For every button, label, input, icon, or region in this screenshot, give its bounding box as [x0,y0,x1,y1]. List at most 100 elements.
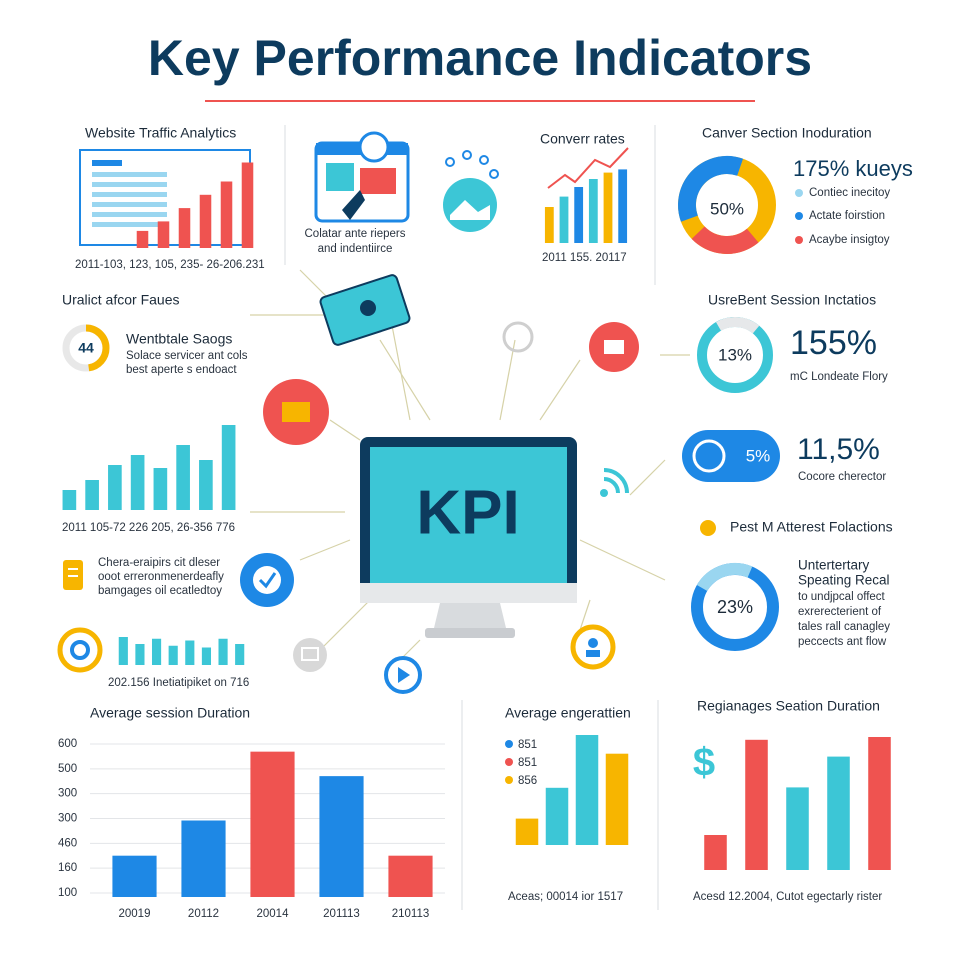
headline: 155% [790,324,877,362]
caption: mC Londeate Flory [790,371,888,383]
bar [168,645,178,665]
bar [185,640,195,665]
page-title: Key Performance Indicators [148,30,812,86]
line: best aperte s endoact [126,364,237,376]
legend-dot [505,758,513,766]
panel-caption: Acesd 12.2004, Cutot egectarly rister [693,891,882,903]
legend-text: Acaybe insigtoy [809,234,890,246]
book-icon [319,274,411,346]
headline: 11,5% [797,433,880,466]
timer-badge: 5% [746,446,771,465]
bar [319,776,364,897]
line: exrerecterient of [798,606,882,618]
bar [235,644,245,665]
y-axis-label: 600 [58,738,77,750]
bar [545,787,569,845]
bar [241,162,254,248]
x-axis-label: 201113 [323,908,360,920]
bar [544,207,554,243]
check-icon [240,553,294,607]
line: ooot erreronmenerdeafly [98,571,224,583]
legend-dot [795,212,803,220]
heading: Wentbtale Saogs [126,331,232,347]
headline: 175% kueys [793,156,913,181]
badge: 44 [78,340,94,356]
user-icon [570,624,616,670]
legend-dot [505,776,513,784]
legend-dot [795,236,803,244]
bar [108,465,122,510]
bar [135,644,145,665]
line: to undjpcal offect [798,591,886,603]
panel-caption: Aceas; 00014 ior 1517 [508,891,623,903]
panel-caption: 202.156 Inetiatipiket on 716 [108,677,249,689]
x-axis-label: 20014 [257,908,290,920]
bar [199,194,212,248]
bar [201,647,212,665]
bar [85,480,99,510]
bar [827,756,850,870]
panel-caption: 2011 155. 20117 [542,252,627,264]
monitor [360,437,577,638]
panel-title: Converr rates [540,131,625,147]
y-axis-label: 500 [58,763,77,775]
line: bamgages oil ecatledtoy [98,585,222,597]
dollar-symbol: $ [693,741,715,785]
bar [178,208,191,248]
bar [575,735,599,845]
ring [691,563,779,651]
bar [574,187,584,243]
bar [151,638,162,665]
wifi-icon [600,468,629,497]
x-axis-label: 20112 [188,908,219,920]
chat-icon [293,638,327,672]
browser-caption: Colatar ante riepers [305,228,406,240]
bar [153,468,168,510]
panel-title: Uralict afcor Faues [62,292,179,308]
bar [786,787,809,870]
bar [176,445,190,510]
heading: Untertertary [798,558,870,573]
bar [181,820,226,897]
panel-title: Regianages Seation Duration [697,698,880,714]
browser-caption: and indentiirce [318,243,393,255]
legend-text: 856 [518,775,537,787]
bar [704,835,727,870]
bar [218,638,228,665]
bar [515,818,539,845]
line: peccects ant flow [798,636,887,648]
legend-dot [505,740,513,748]
y-axis-label: 300 [58,813,77,825]
trend-line [547,147,629,189]
bar [388,855,433,897]
bar [868,737,891,870]
play-icon [384,656,422,694]
y-axis-label: 460 [58,837,77,849]
y-axis-label: 100 [58,887,77,899]
y-axis-label: 300 [58,788,77,800]
bar [220,181,233,248]
puzzle-icon [502,321,534,353]
bar [605,753,629,845]
panel-title: UsreBent Session Inctatios [708,292,876,308]
line: Solace servicer ant cols [126,350,248,362]
bar [603,172,613,243]
doc-icon [63,560,83,590]
bar [157,221,170,248]
ring [697,317,773,393]
x-axis-label: 210113 [392,908,430,920]
legend-dot [795,189,803,197]
legend-text: Actate foirstion [809,210,885,222]
donut-label: 50% [710,199,744,218]
bar [112,855,157,897]
donut [677,156,776,254]
bullet [700,520,716,536]
y-axis-label: 160 [58,862,77,874]
bar [221,425,236,510]
panel-title: Average session Duration [90,705,250,721]
panel-caption: 2011 105-72 226 205, 26-356 776 [62,522,235,534]
bar [136,230,149,248]
x-axis-label: 20019 [119,908,151,920]
kpi-label: KPI [416,478,519,547]
